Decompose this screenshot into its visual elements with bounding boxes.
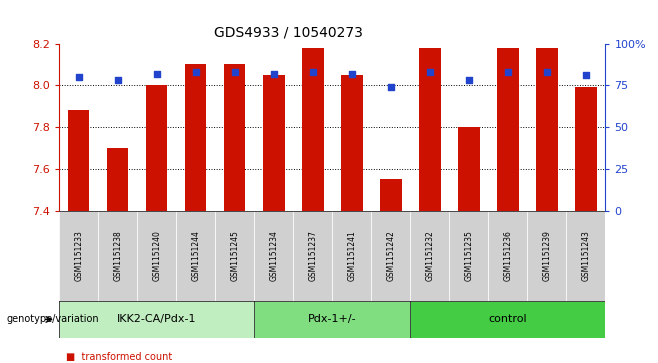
Text: GSM1151238: GSM1151238 — [113, 231, 122, 281]
Bar — [107, 148, 128, 211]
Text: IKK2-CA/Pdx-1: IKK2-CA/Pdx-1 — [117, 314, 197, 325]
Text: control: control — [488, 314, 527, 325]
Point — [113, 77, 123, 83]
Text: GSM1151235: GSM1151235 — [465, 231, 473, 281]
Bar — [341, 75, 363, 211]
Bar — [98, 211, 138, 301]
Bar — [224, 65, 245, 211]
Point — [74, 74, 84, 80]
Text: GSM1151232: GSM1151232 — [425, 231, 434, 281]
Bar — [146, 85, 168, 211]
Text: ■  transformed count: ■ transformed count — [66, 352, 172, 362]
Point — [190, 69, 201, 75]
Bar — [176, 211, 215, 301]
Text: GSM1151239: GSM1151239 — [542, 231, 551, 281]
Point — [151, 71, 162, 77]
Title: GDS4933 / 10540273: GDS4933 / 10540273 — [214, 26, 363, 40]
Point — [503, 69, 513, 75]
Text: Pdx-1+/-: Pdx-1+/- — [308, 314, 357, 325]
Text: GSM1151237: GSM1151237 — [309, 231, 317, 281]
Text: GSM1151233: GSM1151233 — [74, 231, 83, 281]
Point — [347, 71, 357, 77]
Point — [386, 84, 396, 90]
Bar — [497, 48, 519, 211]
Bar — [488, 211, 527, 301]
Bar — [527, 211, 567, 301]
Text: GSM1151241: GSM1151241 — [347, 231, 356, 281]
Bar — [449, 211, 488, 301]
Bar — [68, 110, 89, 211]
Text: GSM1151234: GSM1151234 — [269, 231, 278, 281]
Bar — [185, 65, 207, 211]
Bar — [419, 48, 441, 211]
Text: GSM1151236: GSM1151236 — [503, 231, 513, 281]
Point — [424, 69, 435, 75]
Bar — [458, 127, 480, 211]
Bar — [302, 48, 324, 211]
Point — [463, 77, 474, 83]
Bar — [536, 48, 557, 211]
Text: GSM1151244: GSM1151244 — [191, 231, 200, 281]
Bar — [380, 179, 401, 211]
Text: GSM1151240: GSM1151240 — [152, 231, 161, 281]
Bar — [411, 211, 449, 301]
Bar — [411, 301, 605, 338]
Bar — [575, 87, 597, 211]
Bar — [567, 211, 605, 301]
Point — [580, 72, 591, 78]
Point — [307, 69, 318, 75]
Bar — [254, 211, 293, 301]
Text: GSM1151242: GSM1151242 — [386, 231, 395, 281]
Bar — [215, 211, 254, 301]
Bar — [138, 211, 176, 301]
Bar — [263, 75, 284, 211]
Text: GSM1151245: GSM1151245 — [230, 231, 240, 281]
Bar — [371, 211, 411, 301]
Bar — [293, 211, 332, 301]
Bar — [59, 301, 254, 338]
Text: GSM1151243: GSM1151243 — [582, 231, 590, 281]
Point — [542, 69, 552, 75]
Bar — [59, 211, 98, 301]
Bar — [254, 301, 411, 338]
Text: genotype/variation: genotype/variation — [7, 314, 99, 325]
Point — [268, 71, 279, 77]
Point — [230, 69, 240, 75]
Bar — [332, 211, 371, 301]
